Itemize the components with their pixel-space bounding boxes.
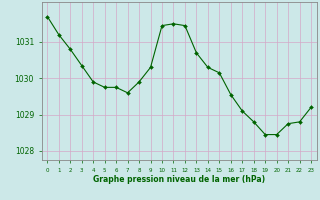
X-axis label: Graphe pression niveau de la mer (hPa): Graphe pression niveau de la mer (hPa) bbox=[93, 175, 265, 184]
